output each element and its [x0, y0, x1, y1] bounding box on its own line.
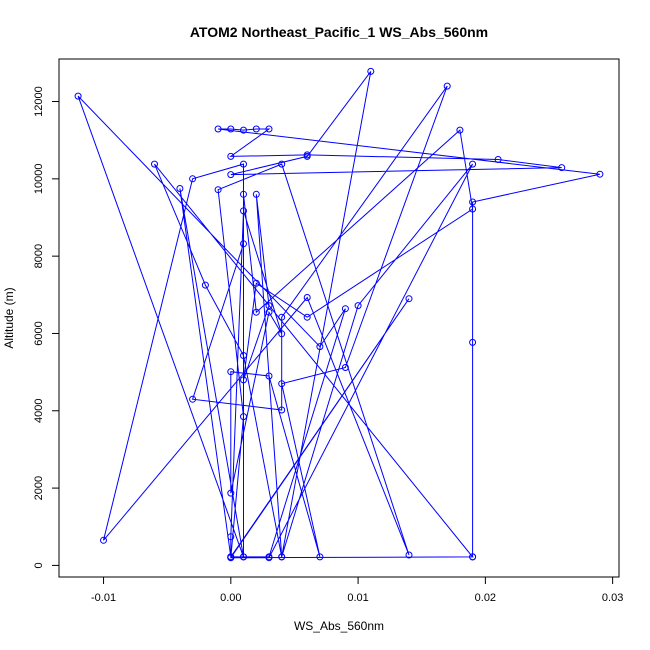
data-point [240, 126, 247, 134]
data-point [341, 305, 349, 313]
data-point [214, 186, 222, 194]
x-tick-label: 0.00 [220, 592, 241, 604]
data-point [405, 295, 413, 303]
data-point [265, 302, 273, 310]
data-point [405, 551, 413, 559]
data-point [316, 343, 324, 351]
y-tick-label: 4000 [33, 399, 45, 423]
data-point [456, 126, 464, 134]
data-point [443, 82, 451, 90]
data-point [227, 125, 235, 133]
data-point [265, 372, 273, 380]
data-point [100, 536, 107, 544]
data-point [303, 313, 311, 321]
chart-title: ATOM2 Northeast_Pacific_1 WS_Abs_560nm [190, 24, 488, 40]
data-point [240, 160, 247, 168]
data-point [265, 553, 273, 561]
data-point [240, 190, 247, 198]
data-point [278, 406, 286, 414]
y-tick-label: 12000 [33, 86, 45, 117]
data-point [189, 395, 197, 403]
data-point [227, 553, 235, 561]
data-series [74, 67, 604, 562]
data-point [227, 152, 235, 160]
y-tick-label: 10000 [33, 164, 45, 195]
data-point [189, 175, 197, 183]
data-point [252, 279, 260, 287]
data-point [558, 164, 566, 172]
data-point [278, 313, 286, 321]
data-point [176, 185, 184, 192]
data-point [201, 281, 209, 289]
data-point [596, 170, 604, 178]
data-point [278, 330, 286, 338]
data-point [303, 294, 311, 301]
y-tick-label: 2000 [33, 476, 45, 500]
data-point [494, 156, 502, 163]
data-point [469, 198, 477, 206]
x-axis-label: WS_Abs_560nm [294, 619, 384, 633]
y-tick-label: 8000 [33, 244, 45, 268]
data-point [240, 553, 247, 561]
data-point [265, 125, 273, 133]
data-point [214, 125, 222, 133]
data-point [227, 171, 235, 179]
series-line [77, 71, 601, 559]
data-point [278, 160, 286, 168]
data-point [252, 308, 260, 316]
x-tick-label: 0.01 [347, 592, 368, 604]
data-point [316, 553, 324, 561]
data-point [74, 92, 82, 100]
data-point [240, 376, 247, 384]
x-tick-label: -0.01 [91, 592, 116, 604]
y-axis-label: Altitude (m) [2, 287, 16, 348]
x-tick-label: 0.03 [602, 592, 623, 604]
data-point [341, 364, 349, 371]
data-point [240, 413, 247, 421]
axes: -0.01 0.00 0.01 0.02 0.03 0 2000 4000 6000 8000 10… [33, 86, 623, 604]
data-point [240, 352, 247, 359]
data-point [265, 308, 273, 316]
data-point [354, 302, 362, 310]
data-point [469, 160, 477, 168]
data-point [469, 338, 477, 346]
data-point [303, 152, 311, 160]
data-point [252, 190, 260, 198]
data-point [469, 553, 477, 561]
data-point [252, 125, 260, 133]
data-point [278, 380, 286, 388]
data-point [240, 207, 247, 215]
data-point [367, 67, 375, 75]
data-point [151, 160, 158, 168]
y-tick-label: 0 [33, 562, 45, 568]
x-tick-label: 0.02 [475, 592, 496, 604]
data-point [227, 368, 235, 376]
data-point [469, 205, 477, 213]
y-tick-label: 6000 [33, 321, 45, 345]
data-point [227, 533, 235, 541]
data-point [278, 553, 286, 561]
data-point [240, 240, 247, 248]
data-point [227, 489, 235, 497]
